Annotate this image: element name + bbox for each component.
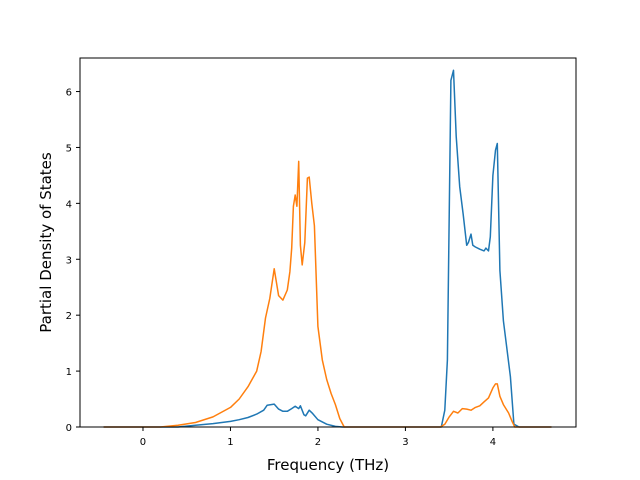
x-tick-label: 4 bbox=[490, 437, 496, 448]
x-tick-label: 3 bbox=[402, 437, 408, 448]
x-tick-label: 1 bbox=[227, 437, 233, 448]
y-tick-label: 6 bbox=[66, 88, 72, 99]
plot-lines bbox=[103, 69, 552, 428]
y-axis-label: Partial Density of States bbox=[37, 152, 55, 333]
y-tick-label: 1 bbox=[66, 367, 72, 378]
y-tick-label: 2 bbox=[66, 311, 72, 322]
series-2-line bbox=[103, 160, 552, 428]
x-tick-label: 2 bbox=[315, 437, 321, 448]
series-1-line bbox=[103, 69, 552, 428]
x-tick-label: 0 bbox=[140, 437, 146, 448]
x-axis-label: Frequency (THz) bbox=[267, 456, 389, 474]
y-tick-label: 5 bbox=[66, 143, 72, 154]
y-tick-label: 0 bbox=[66, 423, 72, 434]
y-tick-label: 4 bbox=[66, 199, 72, 210]
y-tick-label: 3 bbox=[66, 255, 72, 266]
x-axis-ticks: 0 1 2 3 4 bbox=[140, 427, 496, 448]
plot-frame bbox=[79, 57, 577, 428]
y-axis-ticks: 0 1 2 3 4 5 6 bbox=[66, 88, 80, 434]
